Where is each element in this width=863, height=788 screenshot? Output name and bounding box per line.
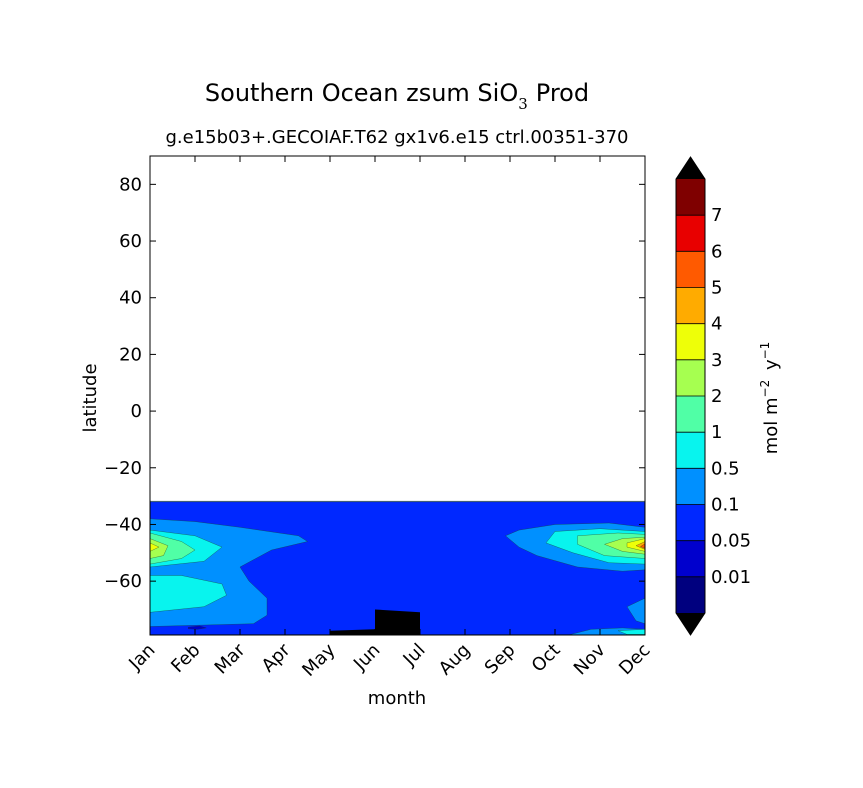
x-tick-label: Jan — [124, 640, 159, 675]
colorbar-swatch — [676, 396, 705, 433]
colorbar-tick-label: 6 — [711, 241, 722, 262]
x-tick-label: Sep — [481, 640, 520, 679]
y-tick-label: 40 — [119, 288, 142, 309]
colorbar-extend-top — [676, 157, 705, 179]
colorbar-tick-label: 1 — [711, 422, 722, 443]
chart-title-suffix: Prod — [536, 79, 589, 107]
y-axis: −60 −40 −20 0 20 40 60 80 — [104, 174, 645, 592]
colorbar-swatch — [676, 179, 705, 216]
x-tick-label: Aug — [435, 640, 475, 680]
colorbar-label-exp1: −2 — [758, 380, 772, 398]
contour-region-15 — [150, 538, 169, 559]
colorbar-tick-label: 0.5 — [711, 458, 740, 479]
colorbar-tick-label: 0.01 — [711, 567, 751, 588]
y-tick-label: −60 — [104, 571, 142, 592]
x-tick-label: Jun — [349, 640, 384, 675]
x-tick-label: Nov — [570, 639, 610, 679]
y-tick-label: 20 — [119, 344, 142, 365]
colorbar-swatch — [676, 215, 705, 252]
y-tick-label: −20 — [104, 458, 142, 479]
chart-title-subscript: 3 — [518, 95, 528, 113]
colorbar-tick-label: 3 — [711, 350, 722, 371]
colorbar-label-mid: y — [761, 359, 782, 376]
contour-region-18 — [626, 538, 645, 552]
colorbar-tick-label: 0.05 — [711, 531, 751, 552]
contour-region-12 — [617, 629, 645, 635]
colorbar-label-prefix: mol m — [761, 397, 782, 454]
x-tick-label: Apr — [258, 639, 295, 676]
x-tick-label: Mar — [211, 639, 250, 678]
colorbar-tick-label: 5 — [711, 278, 722, 299]
y-tick-label: −40 — [104, 514, 142, 535]
plot-frame — [149, 155, 646, 636]
contour-region-7 — [626, 597, 645, 624]
chart-title-main: Southern Ocean zsum SiO — [205, 79, 518, 107]
y-tick-label: 60 — [119, 231, 142, 252]
colorbar-swatch — [676, 287, 705, 324]
x-axis-label: month — [368, 688, 426, 709]
contour-region-21 — [330, 609, 420, 635]
colorbar-tick-label: 2 — [711, 386, 722, 407]
colorbar-swatch — [676, 540, 705, 577]
colorbar-extend-bottom — [676, 613, 705, 635]
y-tick-label: 0 — [131, 401, 142, 422]
x-tick-label: Feb — [167, 640, 204, 677]
contour-region-22 — [188, 625, 207, 630]
colorbar-swatch — [676, 359, 705, 396]
y-axis-label: latitude — [80, 363, 101, 432]
y-tick-label: 80 — [119, 174, 142, 195]
x-tick-label: Dec — [615, 640, 654, 679]
chart-subtitle: g.e15b03+.GECOIAF.T62 gx1v6.e15 ctrl.003… — [166, 127, 629, 148]
colorbar-label-exp2: −1 — [758, 342, 772, 360]
colorbar-tick-label: 4 — [711, 314, 722, 335]
colorbar-swatch — [676, 576, 705, 613]
contour-region-10 — [150, 575, 227, 613]
colorbar-swatch — [676, 323, 705, 360]
x-tick-label: Jul — [399, 640, 430, 671]
contour-fill-layer — [150, 500, 645, 635]
colorbar-swatch — [676, 432, 705, 469]
colorbar-swatch — [676, 504, 705, 541]
colorbar-tick-label: 7 — [711, 205, 722, 226]
colorbar-tick-label: 0.1 — [711, 495, 740, 516]
x-tick-label: May — [298, 639, 339, 680]
x-tick-label: Oct — [528, 640, 565, 677]
contour-region-17 — [150, 542, 160, 552]
colorbar-swatch — [676, 251, 705, 288]
chart-title: Southern Ocean zsum SiO3 Prod — [205, 79, 589, 113]
contour-region-20 — [639, 543, 645, 549]
colorbar: 0.01 0.05 0.1 0.5 1 2 3 4 5 6 7 — [675, 156, 751, 636]
colorbar-outline — [675, 156, 706, 636]
colorbar-label: mol m−2 y−1 — [758, 342, 782, 455]
colorbar-swatch — [676, 468, 705, 505]
